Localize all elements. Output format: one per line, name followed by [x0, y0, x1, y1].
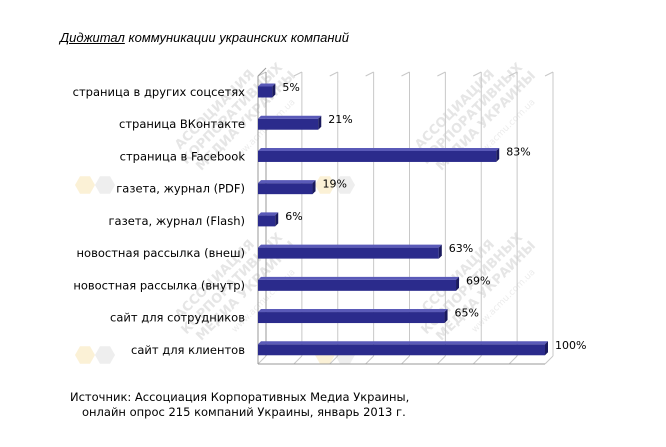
bar-top [258, 180, 316, 184]
category-label: газета, журнал (PDF) [116, 182, 245, 196]
chart-bars [258, 83, 548, 356]
bar [258, 150, 497, 162]
value-label: 83% [506, 145, 530, 158]
bar-end [545, 341, 548, 356]
value-label: 21% [328, 113, 352, 126]
bar-end [272, 83, 276, 98]
category-labels: страница в других соцсетях страница ВКонт… [73, 85, 246, 357]
grid-line [257, 355, 267, 365]
bar-end [444, 309, 448, 324]
watermark-logo [335, 176, 355, 194]
bar [258, 86, 273, 98]
bar-end [318, 115, 322, 130]
bar [258, 183, 313, 195]
bar [258, 118, 319, 130]
value-label: 6% [285, 210, 302, 223]
bar-top [258, 244, 442, 248]
value-label: 63% [449, 242, 473, 255]
bar-top [258, 276, 460, 280]
value-label: 69% [466, 274, 490, 287]
watermark-logo [75, 346, 95, 364]
value-label: 65% [455, 307, 479, 320]
bar-top [258, 212, 279, 216]
source-line-2: онлайн опрос 215 компаний Украины, январ… [82, 405, 406, 419]
grid-line [293, 355, 303, 365]
grid-line [473, 71, 482, 77]
source-line-1: Источник: Ассоциация Корпоративных Медиа… [70, 390, 410, 404]
bar [258, 279, 457, 291]
category-label: новостная рассылка (внутр) [73, 278, 245, 292]
grid-line [329, 355, 339, 365]
value-label: 19% [323, 178, 347, 191]
bar-end [312, 180, 316, 195]
grid-line [437, 71, 446, 77]
bar-end [456, 276, 460, 291]
grid-line [472, 355, 482, 365]
grid-line [437, 355, 446, 365]
watermark-logo [95, 346, 115, 364]
watermark-logo [75, 176, 95, 194]
category-label: сайт для клиентов [131, 343, 245, 357]
grid-line [401, 71, 410, 77]
grid-line [365, 71, 374, 77]
grid-line [508, 355, 518, 365]
value-label: 5% [282, 81, 299, 94]
title-prefix: Диджитал [60, 30, 125, 45]
value-labels: 5% 21% 83% 19% 6% 63% 69% 65% 100% [282, 81, 586, 352]
watermark-logo [95, 176, 115, 194]
watermark-logo [315, 176, 335, 194]
bar-top [258, 115, 322, 119]
category-label: новостная рассылка (внеш) [77, 246, 245, 260]
category-label: страница в Facebook [120, 149, 246, 163]
grid-line [544, 355, 554, 365]
grid-line [293, 71, 303, 77]
bar-end [438, 244, 442, 259]
source-note: Источник: Ассоциация Корпоративных Медиа… [70, 390, 409, 420]
grid-line [401, 355, 410, 365]
bar-top [258, 341, 548, 345]
grid-line [508, 71, 518, 77]
category-label: страница в других соцсетях [73, 85, 246, 99]
bar-end [275, 212, 279, 227]
grid-line [329, 71, 338, 77]
grid-line [365, 355, 374, 365]
bar [258, 312, 445, 324]
grid-line [544, 71, 554, 77]
bar-top [258, 309, 448, 313]
value-label: 100% [555, 339, 586, 352]
category-label: газета, журнал (Flash) [109, 214, 245, 228]
chart-title: Диджитал коммуникации украинских компани… [60, 30, 349, 45]
bar-top [258, 147, 500, 151]
category-label: страница ВКонтакте [119, 117, 245, 131]
category-label: сайт для сотрудников [110, 311, 245, 325]
bar [258, 344, 545, 356]
title-rest: коммуникации украинских компаний [124, 30, 349, 45]
bar-top [258, 83, 276, 87]
bar [258, 247, 439, 259]
bar [258, 215, 276, 227]
bar-end [496, 147, 500, 162]
axis-edge [257, 67, 267, 77]
